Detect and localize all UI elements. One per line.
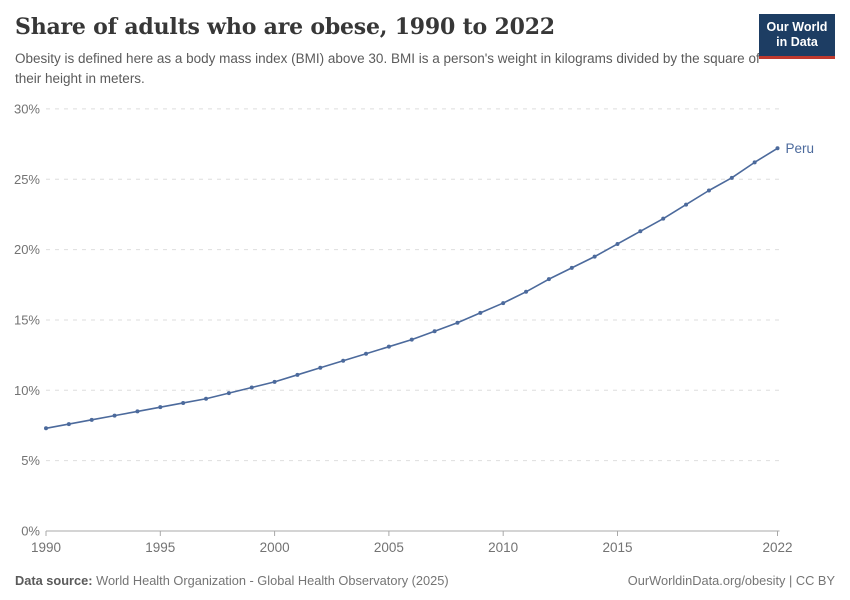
x-axis-tick-label: 2010: [488, 540, 518, 555]
y-axis-tick-label: 15%: [14, 312, 40, 327]
data-point-marker: [569, 265, 574, 270]
data-point-marker: [44, 426, 48, 431]
data-point-marker: [432, 329, 437, 334]
data-point-marker: [158, 405, 163, 410]
page-title: Share of adults who are obese, 1990 to 2…: [15, 14, 555, 40]
data-point-marker: [66, 422, 71, 427]
data-point-marker: [364, 351, 369, 356]
data-point-marker: [181, 400, 186, 405]
data-point-marker: [89, 417, 94, 422]
data-point-marker: [501, 301, 506, 306]
line-chart: 0% 5% 10% 15% 20% 25% 30% 1990 1995 2000 2005 2010 2…: [14, 101, 815, 555]
data-point-marker: [226, 391, 231, 396]
y-axis-tick-label: 0%: [21, 524, 40, 539]
chart-header: Share of adults who are obese, 1990 to 2…: [15, 14, 835, 88]
x-axis-tick-label: 1995: [145, 540, 175, 555]
data-point-marker: [638, 229, 643, 234]
data-point-marker: [684, 202, 689, 207]
chart-footer: Data source: World Health Organization -…: [15, 573, 835, 588]
data-line: [45, 147, 779, 430]
data-point-marker: [341, 358, 346, 363]
owid-logo-line1: Our World: [766, 20, 828, 34]
chart-subtitle: Obesity is defined here as a body mass i…: [15, 51, 760, 86]
data-point-marker: [615, 241, 620, 246]
data-point-marker: [706, 188, 711, 193]
data-point-marker: [478, 310, 483, 315]
data-point-marker: [455, 320, 460, 325]
y-axis-tick-label: 30%: [14, 101, 40, 116]
data-point-marker: [318, 365, 323, 370]
y-axis-tick-label: 10%: [14, 383, 40, 398]
data-point-marker: [295, 372, 300, 377]
x-axis-tick-label: 2000: [260, 540, 290, 555]
y-axis-tick-label: 25%: [14, 172, 40, 187]
owid-logo-line2: in Data: [776, 35, 818, 50]
data-source-value: World Health Organization - Global Healt…: [96, 573, 449, 588]
data-point-marker: [112, 413, 117, 418]
y-axis-tick-label: 20%: [14, 242, 40, 257]
x-axis-tick-label: 2005: [374, 540, 404, 555]
data-point-marker: [135, 409, 140, 414]
x-axis-tick-label: 2015: [602, 540, 632, 555]
data-source-label: Data source:: [15, 573, 93, 588]
data-point-marker: [204, 396, 209, 401]
owid-logo[interactable]: Our World in Data: [759, 14, 835, 59]
data-point-marker: [592, 254, 597, 259]
series-end-label: Peru: [786, 141, 815, 156]
data-point-marker: [729, 175, 734, 180]
data-point-marker: [409, 337, 414, 342]
data-source-note: Data source: World Health Organization -…: [15, 573, 449, 588]
data-point-marker: [775, 146, 780, 151]
data-point-marker: [661, 216, 666, 221]
data-point-marker: [386, 344, 391, 349]
data-point-marker: [272, 379, 277, 384]
data-point-marker: [752, 160, 757, 165]
data-point-marker: [546, 277, 551, 282]
y-axis-tick-label: 5%: [21, 453, 40, 468]
x-axis-tick-label: 2022: [762, 540, 792, 555]
owid-url-license-link[interactable]: OurWorldinData.org/obesity | CC BY: [627, 573, 835, 588]
data-point-marker: [249, 385, 254, 390]
data-point-marker: [524, 289, 529, 294]
x-axis-tick-label: 1990: [31, 540, 61, 555]
